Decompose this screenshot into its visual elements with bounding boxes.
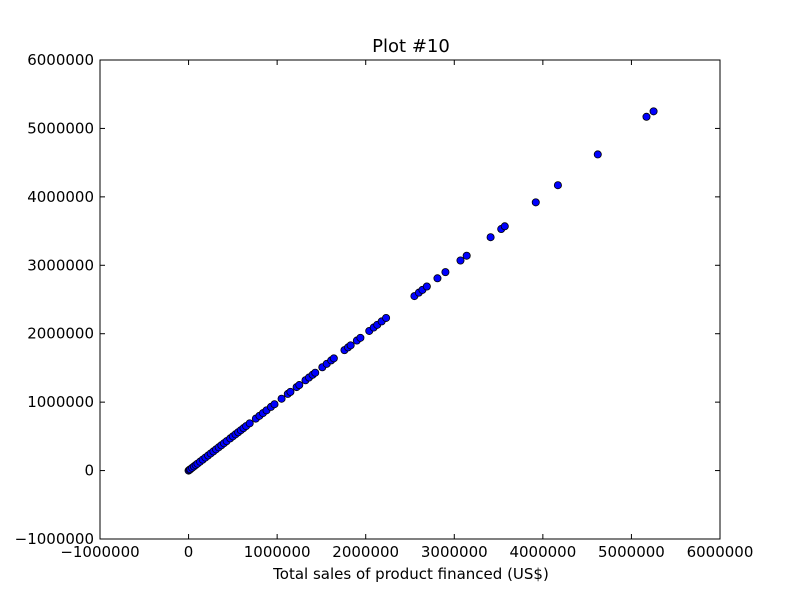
data-point [346,341,355,350]
data-point [593,150,602,159]
data-point [642,112,651,121]
data-point [433,274,442,283]
data-point [286,387,295,396]
y-tick-label: 3000000 [27,256,94,274]
chart-title: Plot #10 [372,36,450,57]
data-point [270,400,279,409]
data-points [184,107,658,475]
x-tick-label: 5000000 [598,543,665,561]
y-tick-label: 5000000 [27,119,94,137]
x-tick-label: 2000000 [332,543,399,561]
x-tick-label: 0 [184,543,194,561]
x-tick-label: 3000000 [421,543,488,561]
x-tick-label: −1000000 [60,543,139,561]
y-tick-label: 4000000 [27,188,94,206]
data-point [486,233,495,242]
data-point [329,354,338,363]
y-tick-label: 2000000 [27,325,94,343]
data-point [531,198,540,207]
data-point [456,256,465,265]
data-point [500,222,509,231]
data-point [295,381,304,390]
plot-frame [99,59,721,540]
x-tick-label: 6000000 [687,543,754,561]
data-point [462,251,471,260]
data-point [245,419,254,428]
y-tick-label: 0 [84,462,94,480]
axis-ticks: −1000000 0 1000000 2000000 3000000 4000000 500… [15,51,754,561]
data-point [382,313,391,322]
y-tick-label: 1000000 [27,393,94,411]
x-axis-label: Total sales of product financed (US$) [272,565,549,583]
x-tick-label: 4000000 [509,543,576,561]
data-point [553,181,562,190]
data-point [311,368,320,377]
data-point [422,282,431,291]
x-tick-label: 1000000 [244,543,311,561]
data-point [356,333,365,342]
y-tick-label: −1000000 [15,530,94,548]
data-point [649,107,658,116]
y-tick-label: 6000000 [27,51,94,69]
data-point [277,394,286,403]
data-point [441,268,450,277]
